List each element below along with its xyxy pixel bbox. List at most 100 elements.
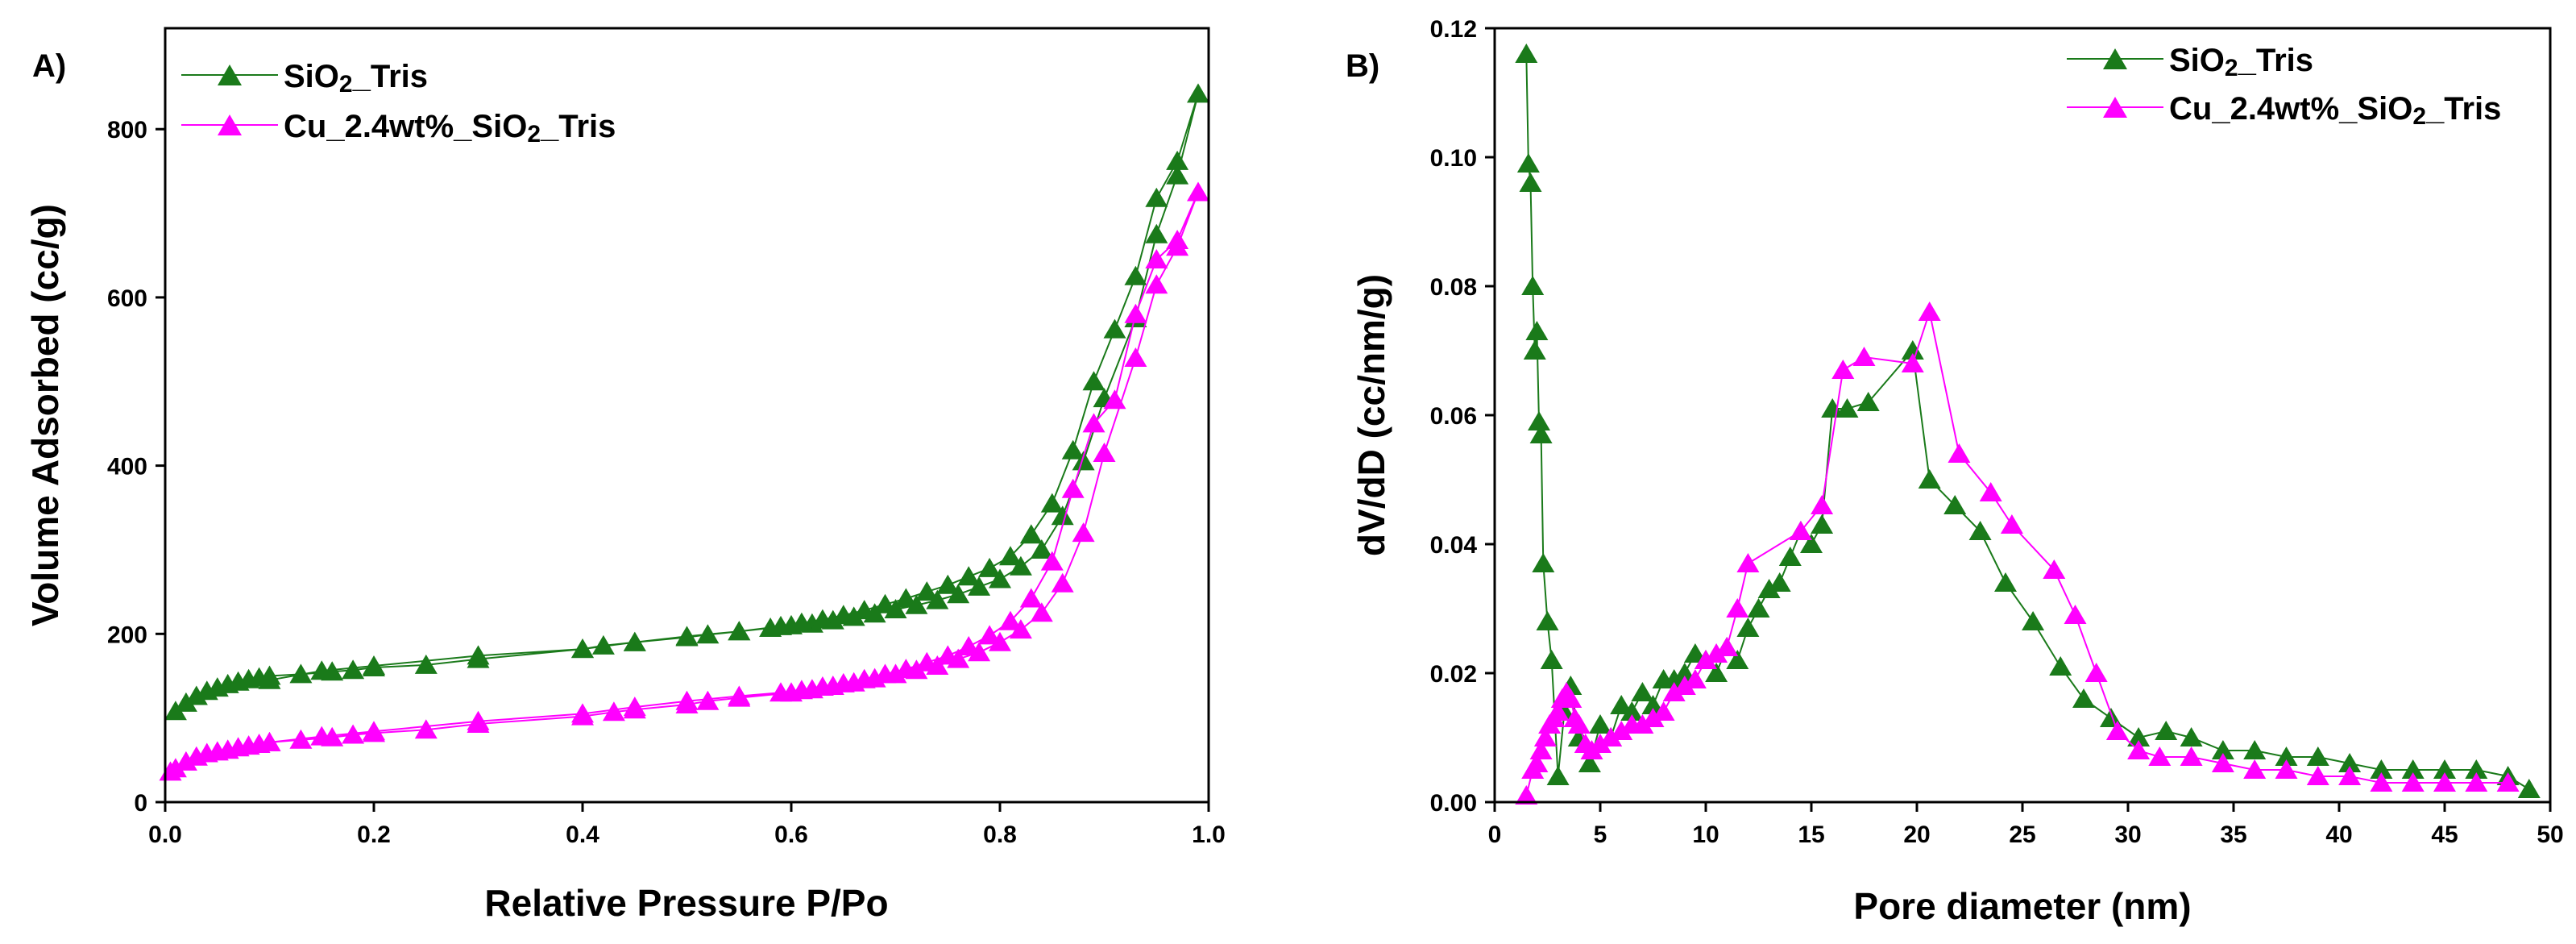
data-point-triangle [1540, 650, 1563, 669]
data-point-triangle [2433, 759, 2456, 779]
data-point-triangle [1836, 398, 1859, 418]
data-point-triangle [2000, 514, 2023, 534]
data-point-triangle [915, 651, 939, 672]
data-point-triangle [174, 751, 197, 771]
data-point-triangle [1726, 650, 1749, 669]
data-point-triangle [467, 645, 490, 665]
data-point-triangle [1610, 721, 1633, 740]
y-tick-label: 400 [107, 454, 147, 480]
data-point-triangle [2338, 753, 2362, 772]
data-point-triangle [363, 721, 385, 741]
data-point-triangle [1715, 637, 1739, 656]
legend-item-sio2-tris: SiO2_Tris [181, 59, 428, 98]
data-point-triangle [852, 668, 876, 688]
data-point-triangle [1747, 598, 1770, 618]
panel-b-axes-frame [1493, 27, 2552, 804]
data-point-triangle [258, 669, 281, 689]
y-tick-label: 600 [107, 285, 147, 312]
data-point-triangle [1567, 714, 1591, 734]
data-point-triangle [2517, 779, 2541, 798]
data-point-triangle [1559, 688, 1583, 708]
data-point-triangle [873, 593, 897, 613]
data-point-triangle [623, 631, 646, 651]
data-point-triangle [1051, 572, 1074, 593]
data-point-triangle [2465, 759, 2488, 779]
panel-b-y-ticks: 0.00 0.02 0.04 0.06 0.08 0.10 0.12 [1430, 16, 1495, 817]
data-point-triangle [289, 729, 313, 749]
data-point-triangle [1515, 44, 1538, 63]
data-point-triangle [2049, 656, 2072, 676]
data-point-triangle [978, 625, 1002, 645]
data-point-triangle [2072, 688, 2095, 708]
data-point-triangle [1852, 347, 1876, 366]
data-point-triangle [1620, 701, 1644, 721]
panel-a-isotherm-chart: A) 0.0 0.2 0.4 0.6 0.8 1.0 0 200 400 600 800 Rela… [24, 27, 1226, 924]
data-point-triangle [2370, 772, 2393, 792]
x-tick-label: 30 [2114, 821, 2141, 848]
data-point-triangle [1726, 598, 1749, 618]
x-tick-label: 0.4 [566, 821, 599, 848]
series-cu-sio2-tris [1515, 301, 2520, 805]
y-tick-label: 0.04 [1430, 532, 1478, 559]
data-point-triangle [1652, 701, 1675, 721]
data-point-triangle [1589, 734, 1612, 753]
data-point-triangle [1533, 727, 1557, 746]
data-point-triangle [790, 680, 813, 700]
data-point-triangle [1093, 443, 1116, 462]
data-point-triangle [1516, 153, 1540, 173]
y-tick-label: 0.06 [1430, 403, 1477, 430]
data-point-triangle [1082, 371, 1105, 391]
data-point-triangle [1187, 83, 1209, 103]
data-point-triangle [915, 581, 939, 601]
data-point-triangle [1546, 766, 1570, 785]
data-point-triangle [1523, 340, 1546, 360]
data-point-triangle [2496, 772, 2520, 792]
data-point-triangle [1009, 555, 1032, 576]
series-sio2-tris [1515, 44, 2541, 798]
data-point-triangle [852, 600, 876, 620]
data-point-triangle [1599, 727, 1623, 746]
panel-b-legend: SiO2_Tris Cu_2.4wt%_SiO2_Tris [2067, 43, 2501, 130]
legend-marker-triangle [2103, 48, 2127, 69]
data-point-triangle [1072, 451, 1095, 471]
data-point-triangle [999, 546, 1022, 566]
data-point-triangle [571, 703, 594, 723]
data-point-triangle [957, 636, 981, 655]
y-tick-label: 0.10 [1430, 145, 1477, 172]
data-point-triangle [1124, 303, 1147, 323]
data-point-triangle [1918, 301, 1941, 321]
legend-label: Cu_2.4wt%_SiO2_Tris [2169, 91, 2501, 130]
panel-a-plot-area [159, 83, 1209, 781]
data-point-triangle [936, 645, 960, 665]
panel-b-y-axis-title: dV/dD (cc/nm/g) [1350, 274, 1392, 556]
data-point-triangle [1736, 618, 1760, 637]
x-tick-label: 1.0 [1192, 821, 1226, 848]
x-tick-label: 45 [2431, 821, 2458, 848]
data-point-triangle [1525, 321, 1549, 340]
data-point-triangle [1901, 353, 1924, 372]
legend-item-cu-sio2-tris: Cu_2.4wt%_SiO2_Tris [2067, 91, 2501, 130]
panel-a-label: A) [32, 48, 66, 84]
data-point-triangle [1673, 663, 1696, 682]
data-point-triangle [310, 726, 334, 746]
data-point-triangle [894, 659, 918, 679]
data-point-triangle [1789, 521, 1812, 540]
data-point-triangle [1529, 424, 1553, 443]
data-point-triangle [873, 663, 897, 684]
data-point-triangle [2105, 721, 2129, 740]
data-point-triangle [1528, 411, 1550, 430]
data-point-triangle [1811, 495, 1834, 514]
data-point-triangle [1529, 740, 1553, 759]
data-point-triangle [2084, 663, 2108, 682]
data-point-triangle [2401, 772, 2425, 792]
data-point-triangle [1901, 340, 1924, 360]
data-point-triangle [1519, 173, 1542, 192]
data-point-triangle [342, 659, 365, 680]
data-point-triangle [2127, 727, 2151, 746]
panel-a-y-ticks: 0 200 400 600 800 [107, 117, 165, 817]
x-tick-label: 0.8 [983, 821, 1017, 848]
y-tick-label: 200 [107, 622, 147, 648]
data-point-triangle [675, 690, 699, 710]
data-point-triangle [1673, 676, 1696, 695]
